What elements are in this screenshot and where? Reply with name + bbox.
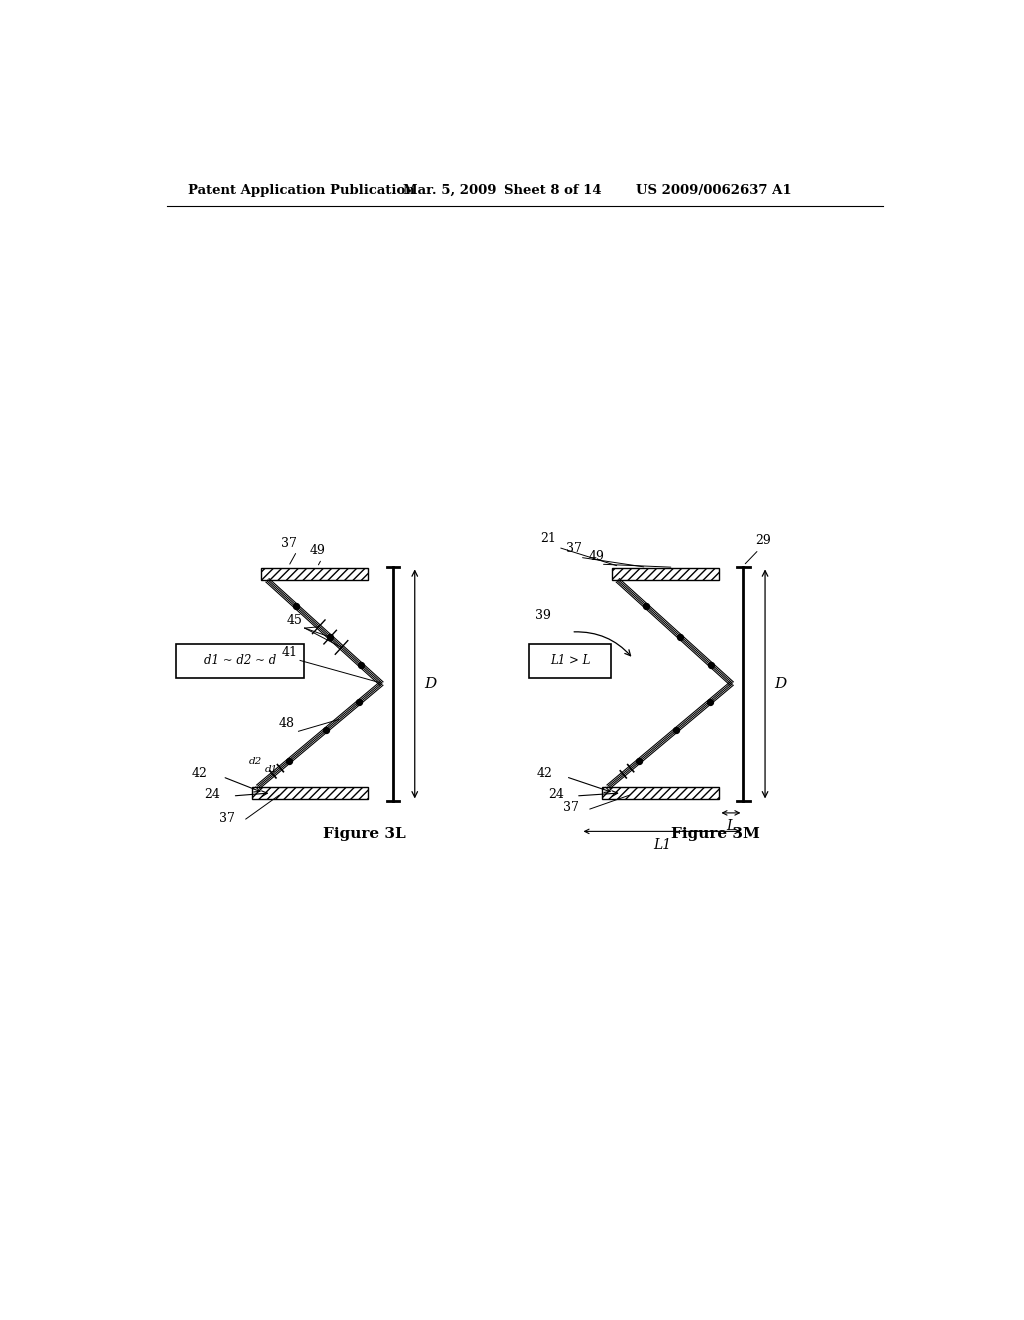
Text: 24: 24	[204, 788, 219, 800]
Text: 42: 42	[537, 767, 553, 780]
Point	[317, 719, 334, 741]
Point	[352, 655, 369, 676]
Polygon shape	[611, 568, 719, 581]
Text: 21: 21	[540, 532, 556, 545]
Text: 49: 49	[310, 544, 326, 557]
Text: 48: 48	[279, 717, 295, 730]
Bar	[529, 644, 611, 678]
Text: L1: L1	[653, 838, 671, 851]
Text: D: D	[774, 677, 786, 690]
Polygon shape	[252, 787, 369, 799]
Text: 37: 37	[219, 812, 236, 825]
Point	[668, 719, 684, 741]
Text: L: L	[726, 818, 735, 833]
Text: 41: 41	[282, 645, 297, 659]
Text: Figure 3L: Figure 3L	[323, 826, 406, 841]
Text: Figure 3M: Figure 3M	[671, 826, 760, 841]
Text: d1: d1	[264, 766, 278, 774]
Text: d2: d2	[249, 758, 262, 767]
Point	[322, 627, 338, 648]
Text: d1 ~ d2 ~ d: d1 ~ d2 ~ d	[204, 655, 276, 668]
FancyArrowPatch shape	[574, 632, 631, 656]
Text: D: D	[424, 677, 436, 690]
Point	[631, 750, 647, 771]
Text: 45: 45	[287, 614, 302, 627]
Text: 24: 24	[548, 788, 564, 800]
Text: Patent Application Publication: Patent Application Publication	[188, 185, 415, 197]
Bar	[176, 644, 304, 678]
Text: US 2009/0062637 A1: US 2009/0062637 A1	[636, 185, 792, 197]
Point	[638, 595, 654, 616]
Point	[673, 627, 689, 648]
Point	[288, 595, 304, 616]
Text: L1 > L: L1 > L	[550, 655, 590, 668]
Text: 37: 37	[565, 543, 582, 554]
Polygon shape	[602, 787, 719, 799]
Text: 37: 37	[282, 536, 297, 549]
Point	[281, 750, 297, 771]
Point	[351, 692, 368, 713]
Text: 29: 29	[755, 535, 771, 548]
Text: 49: 49	[589, 549, 605, 562]
Point	[703, 655, 720, 676]
Text: Sheet 8 of 14: Sheet 8 of 14	[504, 185, 601, 197]
Polygon shape	[261, 568, 369, 581]
Text: 42: 42	[191, 767, 207, 780]
Text: 37: 37	[563, 801, 580, 814]
Point	[701, 692, 718, 713]
Text: 39: 39	[535, 609, 551, 622]
Text: Mar. 5, 2009: Mar. 5, 2009	[403, 185, 497, 197]
